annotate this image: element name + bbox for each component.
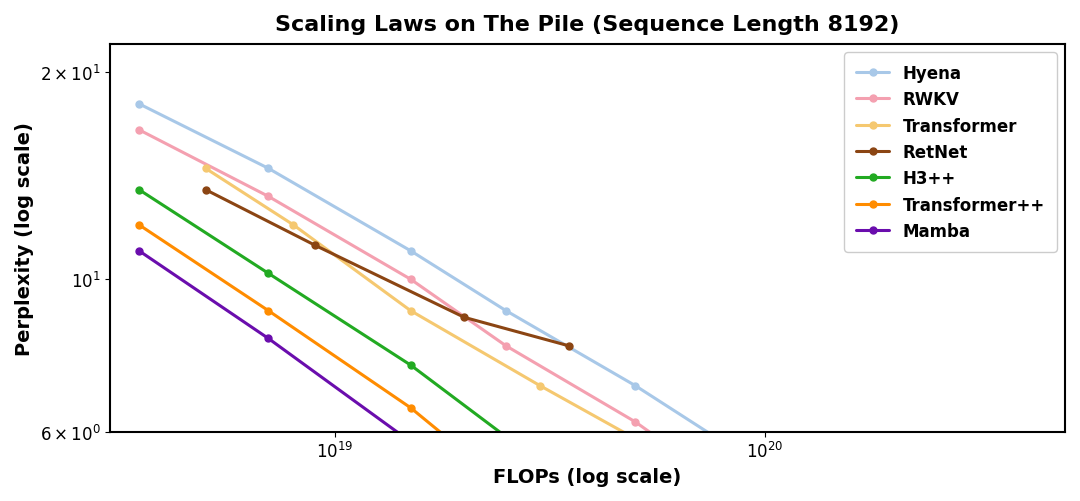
H3++ [499, 434, 512, 440]
RWKV [261, 194, 274, 200]
X-axis label: FLOPs (log scale): FLOPs (log scale) [494, 467, 681, 486]
H3++ [261, 271, 274, 277]
Transformer [663, 455, 676, 461]
RWKV [499, 343, 512, 349]
RWKV [404, 277, 417, 283]
RetNet [563, 343, 576, 349]
Transformer++ [404, 405, 417, 411]
H3++ [133, 187, 146, 193]
Line: Mamba: Mamba [135, 248, 1002, 501]
Transformer++ [133, 222, 146, 228]
RWKV [629, 419, 642, 425]
Hyena [133, 102, 146, 108]
Transformer [404, 308, 417, 314]
Legend: Hyena, RWKV, Transformer, RetNet, H3++, Transformer++, Mamba: Hyena, RWKV, Transformer, RetNet, H3++, … [845, 53, 1056, 252]
RetNet [458, 315, 471, 321]
Transformer [534, 383, 546, 389]
Hyena [499, 308, 512, 314]
Transformer [287, 222, 300, 228]
Line: RWKV: RWKV [135, 127, 843, 501]
Transformer [199, 166, 212, 172]
Y-axis label: Perplexity (log scale): Perplexity (log scale) [15, 122, 33, 355]
Title: Scaling Laws on The Pile (Sequence Length 8192): Scaling Laws on The Pile (Sequence Lengt… [275, 15, 900, 35]
Hyena [629, 383, 642, 389]
RetNet [309, 243, 322, 249]
Line: Hyena: Hyena [135, 101, 1002, 501]
Hyena [404, 248, 417, 254]
Line: Transformer: Transformer [202, 165, 1002, 501]
Mamba [261, 336, 274, 342]
RetNet [199, 187, 212, 193]
H3++ [404, 362, 417, 368]
Transformer++ [261, 308, 274, 314]
Line: Transformer++: Transformer++ [135, 222, 1002, 501]
Hyena [261, 166, 274, 172]
Line: H3++: H3++ [135, 187, 940, 501]
Mamba [404, 439, 417, 445]
Transformer++ [499, 483, 512, 489]
RWKV [133, 127, 146, 133]
Mamba [133, 248, 146, 254]
Line: RetNet: RetNet [202, 187, 572, 350]
